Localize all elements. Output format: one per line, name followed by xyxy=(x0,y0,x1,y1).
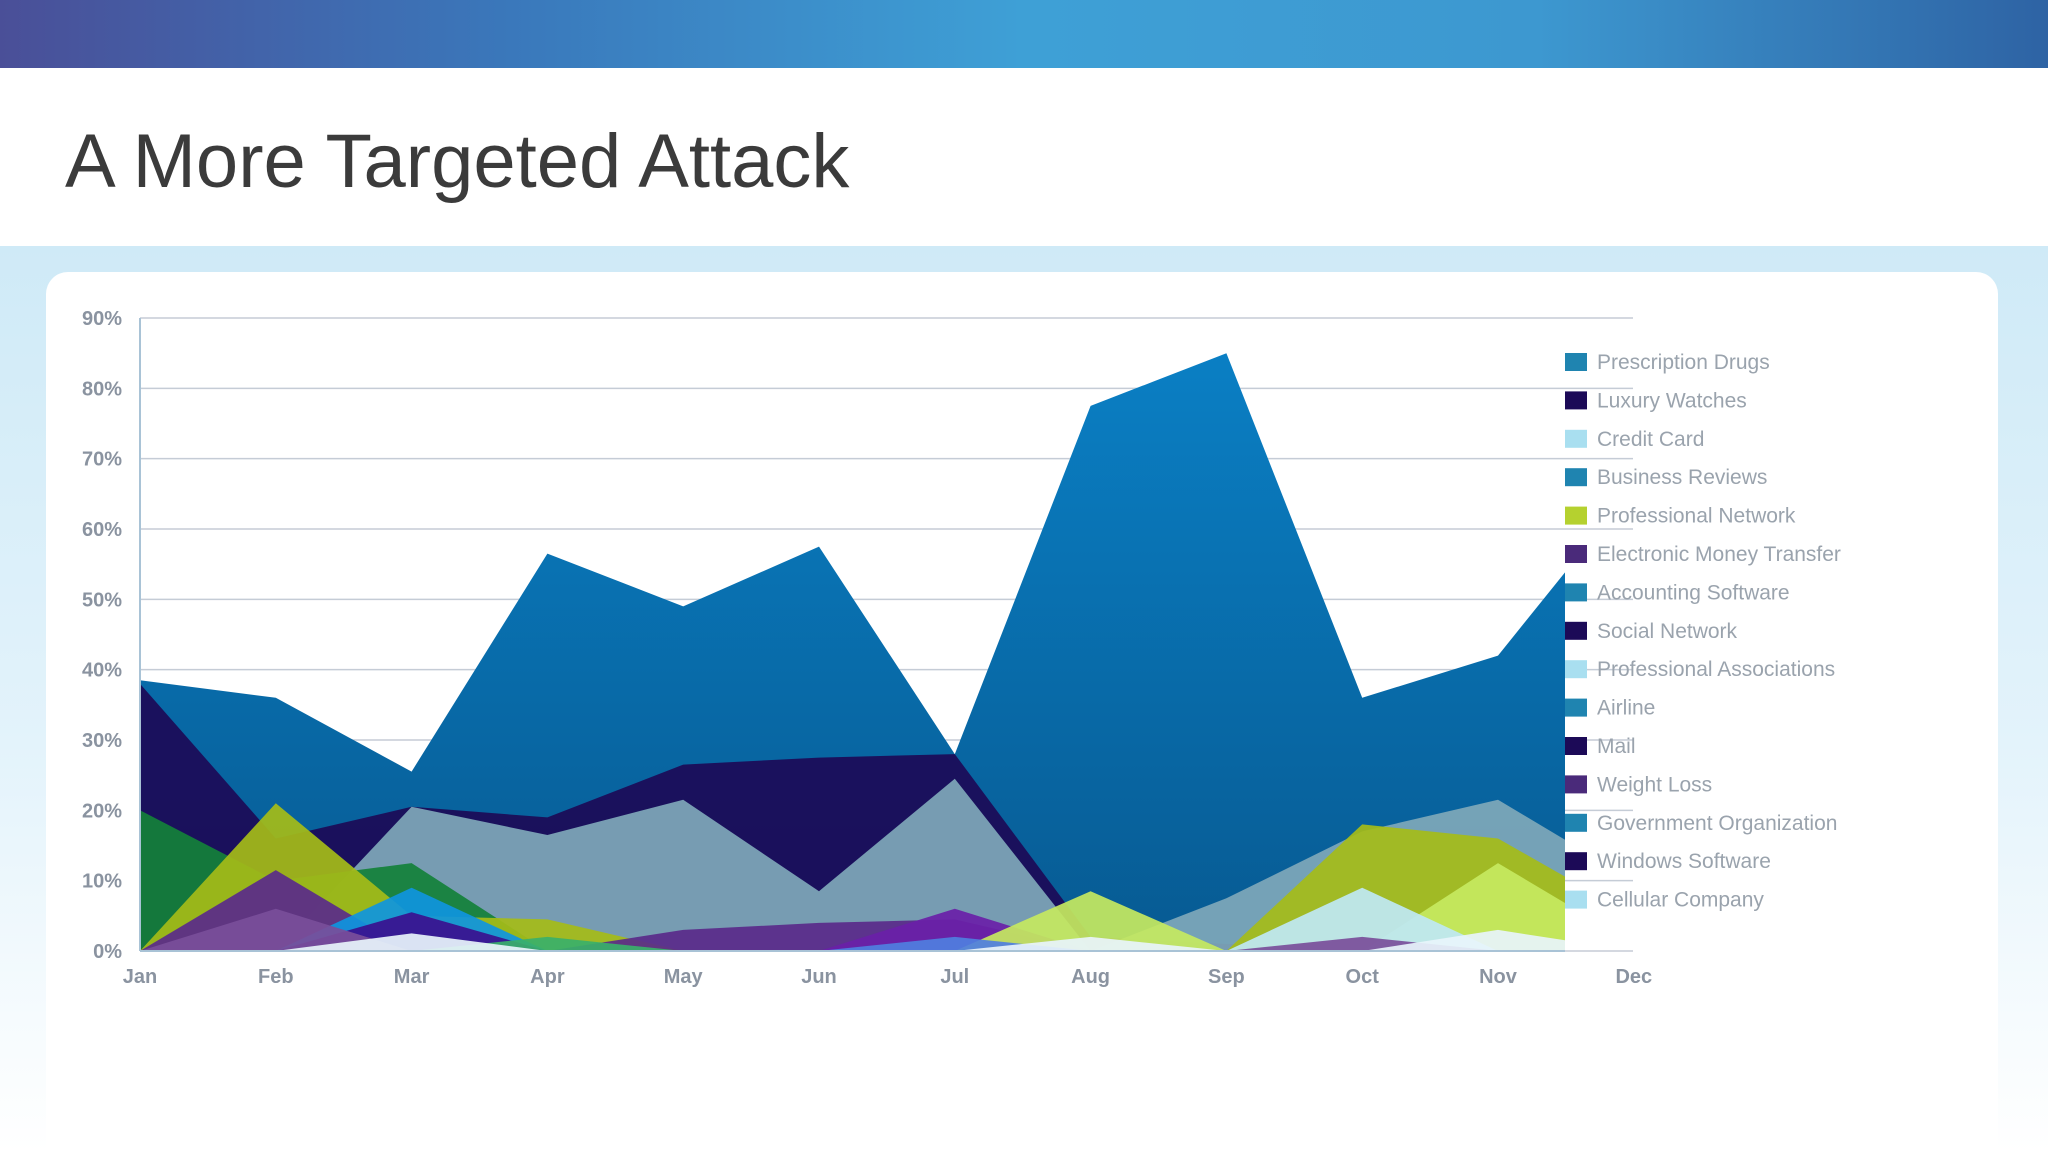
legend-label: Government Organization xyxy=(1597,812,1837,835)
legend-label: Mail xyxy=(1597,735,1636,758)
legend-swatch xyxy=(1565,890,1587,909)
legend-label: Cellular Company xyxy=(1597,889,1764,912)
area-cellular-company xyxy=(140,929,1565,951)
x-tick-label: Jun xyxy=(801,966,837,988)
legend-swatch xyxy=(1565,698,1587,717)
legend-swatch xyxy=(1565,429,1587,448)
x-tick-label: Dec xyxy=(1615,966,1652,988)
legend-label: Business Reviews xyxy=(1597,466,1767,489)
title-area xyxy=(0,68,2048,246)
x-tick-label: Nov xyxy=(1479,966,1518,988)
y-tick-label: 0% xyxy=(93,941,122,963)
legend-swatch xyxy=(1565,506,1587,525)
area-series xyxy=(140,353,1565,951)
legend-label: Prescription Drugs xyxy=(1597,351,1770,374)
legend-label: Weight Loss xyxy=(1597,773,1712,796)
x-tick-label: May xyxy=(664,966,704,988)
legend-swatch xyxy=(1565,583,1587,602)
x-tick-label: Jul xyxy=(940,966,969,988)
legend-swatch xyxy=(1565,468,1587,487)
y-tick-label: 30% xyxy=(82,730,122,752)
legend-swatch xyxy=(1565,545,1587,563)
x-tick-label: Oct xyxy=(1346,966,1380,988)
y-tick-label: 40% xyxy=(82,660,122,682)
header-band xyxy=(0,0,2048,68)
y-tick-label: 70% xyxy=(82,449,122,471)
legend: Prescription Drugs Luxury Watches Credit C… xyxy=(1565,351,1841,912)
x-tick-label: Mar xyxy=(394,966,430,988)
legend-swatch xyxy=(1565,391,1587,410)
legend-label: Credit Card xyxy=(1597,428,1704,451)
legend-label: Social Network xyxy=(1597,620,1738,643)
legend-label: Professional Network xyxy=(1597,505,1796,528)
x-tick-label: Apr xyxy=(530,966,565,988)
y-tick-label: 10% xyxy=(82,871,122,893)
legend-swatch xyxy=(1565,621,1587,640)
x-tick-label: Aug xyxy=(1071,966,1110,988)
x-tick-label: Jan xyxy=(123,966,157,988)
y-tick-label: 20% xyxy=(82,800,122,822)
area-credit-card xyxy=(140,778,1565,951)
area-social-network xyxy=(140,908,1565,951)
legend-swatch xyxy=(1565,813,1587,832)
legend-swatch xyxy=(1565,737,1587,755)
legend-label: Windows Software xyxy=(1597,850,1771,873)
legend-swatch xyxy=(1565,660,1587,679)
slide-title: A More Targeted Attack xyxy=(65,119,850,204)
legend-label: Electronic Money Transfer xyxy=(1597,543,1841,566)
legend-swatch xyxy=(1565,775,1587,794)
x-tick-label: Sep xyxy=(1208,966,1245,988)
y-tick-label: 90% xyxy=(82,308,122,330)
axes: 0% 10% 20% 30% 40% 50% 60% 70% 80% 90% Jan Feb Mar Ap… xyxy=(82,308,1652,988)
legend-label: Airline xyxy=(1597,697,1655,720)
legend-label: Accounting Software xyxy=(1597,581,1790,604)
area-accounting-software xyxy=(140,887,1565,951)
x-tick-label: Feb xyxy=(258,966,294,988)
y-tick-label: 60% xyxy=(82,519,122,541)
legend-label: Luxury Watches xyxy=(1597,389,1747,412)
y-tick-label: 50% xyxy=(82,589,122,611)
area-windows-software xyxy=(140,936,1565,951)
area-prescription-drugs xyxy=(140,353,1565,951)
y-tick-label: 80% xyxy=(82,378,122,400)
area-mail xyxy=(140,912,1565,951)
legend-swatch xyxy=(1565,852,1587,871)
legend-label: Professional Associations xyxy=(1597,658,1835,681)
legend-swatch xyxy=(1565,353,1587,371)
